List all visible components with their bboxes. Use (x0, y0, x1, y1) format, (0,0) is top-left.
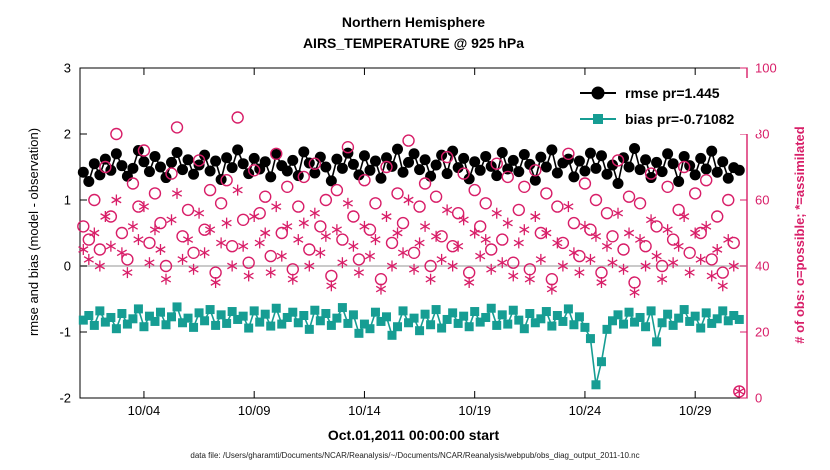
legend: rmse pr=1.445 bias pr=-0.71082 (575, 78, 759, 134)
legend-label-bias: bias pr=-0.71082 (625, 111, 735, 127)
x-axis-label: Oct.01,2011 00:00:00 start (327, 427, 500, 443)
svg-text:3: 3 (64, 61, 71, 76)
svg-text:10/24: 10/24 (569, 403, 602, 418)
svg-text:2: 2 (64, 127, 71, 142)
chart-title: Northern Hemisphere AIRS_TEMPERATURE @ 9… (80, 12, 747, 54)
svg-text:10/04: 10/04 (128, 403, 161, 418)
bias-series (78, 302, 744, 390)
rmse-legend-circle-icon (591, 86, 605, 100)
rmse-legend-marker-icon (580, 86, 616, 100)
svg-text:40: 40 (755, 259, 769, 274)
legend-item-rmse: rmse pr=1.445 (579, 80, 755, 106)
svg-text:20: 20 (755, 325, 769, 340)
bias-legend-square-icon (593, 114, 603, 124)
svg-text:10/14: 10/14 (348, 403, 381, 418)
y-axis-label-left: rmse and bias (model - observation) (26, 127, 41, 337)
svg-text:-1: -1 (59, 325, 71, 340)
data-file-caption: data file: /Users/gharamti/Documents/NCA… (190, 451, 640, 460)
svg-text:60: 60 (755, 193, 769, 208)
chart-title-line2: AIRS_TEMPERATURE @ 925 hPa (302, 35, 525, 51)
assimilated-obs-series (78, 184, 745, 397)
svg-text:0: 0 (64, 259, 71, 274)
rmse-series (77, 143, 745, 189)
svg-text:10/19: 10/19 (458, 403, 491, 418)
svg-text:10/09: 10/09 (238, 403, 271, 418)
chart-title-line1: Northern Hemisphere (341, 14, 486, 30)
svg-text:1: 1 (64, 193, 71, 208)
svg-text:0: 0 (755, 391, 762, 406)
svg-text:10/29: 10/29 (679, 403, 712, 418)
svg-text:-2: -2 (59, 391, 71, 406)
y-axis-label-right: # of obs: o=possible; *=assimilated (792, 126, 807, 344)
legend-item-bias: bias pr=-0.71082 (579, 106, 755, 132)
bias-legend-marker-icon (580, 114, 616, 124)
svg-text:100: 100 (755, 61, 777, 76)
legend-label-rmse: rmse pr=1.445 (625, 85, 720, 101)
